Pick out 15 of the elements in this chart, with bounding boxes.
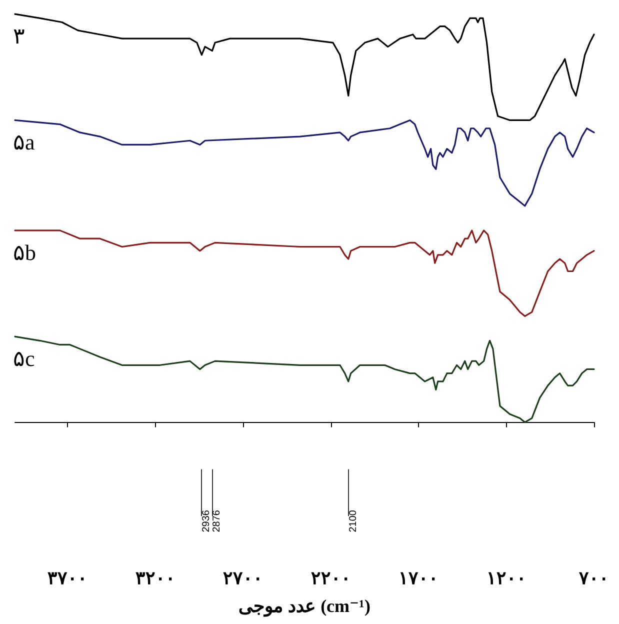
ref-line-label: 2100 <box>348 510 359 532</box>
series-label: ۵c <box>13 346 35 372</box>
series-label: ۵b <box>13 240 36 265</box>
x-tick-label: ۳۲۰۰ <box>135 568 176 588</box>
series-label: ۵a <box>13 130 35 155</box>
x-tick-label: ۲۷۰۰ <box>223 568 264 588</box>
ref-line-label: 2936 <box>201 510 212 532</box>
ref-line-label: 2876 <box>212 510 223 532</box>
x-tick-label: ۳۷۰۰ <box>48 568 88 588</box>
x-axis-title: عدد موجی (cm⁻¹) <box>238 596 370 617</box>
x-tick-label: ۱۲۰۰ <box>486 568 526 588</box>
series-label: ۳ <box>13 24 25 49</box>
x-tick-label: ۲۲۰۰ <box>310 568 351 588</box>
x-tick-label: ۷۰۰ <box>578 568 609 588</box>
x-tick-label: ۱۷۰۰ <box>398 568 439 588</box>
